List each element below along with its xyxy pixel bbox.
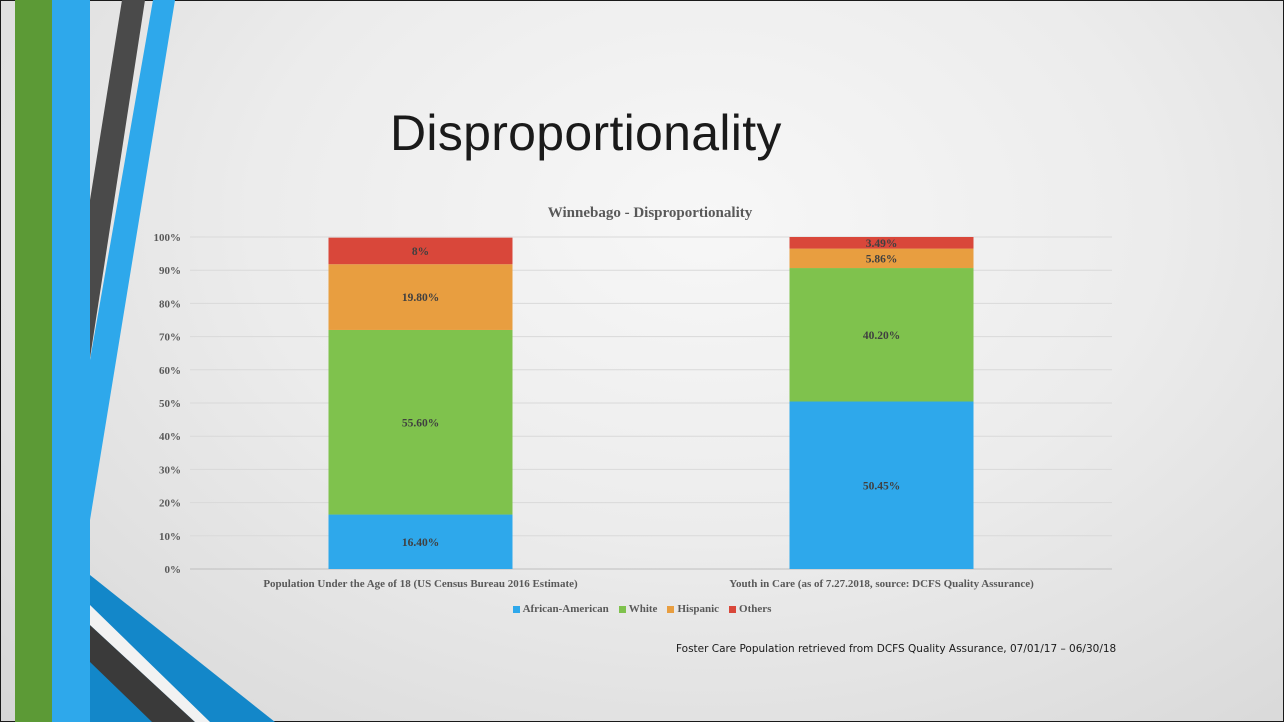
bar-segment-white [789, 268, 974, 402]
data-label: 5.86% [866, 253, 898, 265]
bar-segment-hispanic [328, 264, 513, 330]
x-category-label: Youth in Care (as of 7.27.2018, source: … [729, 578, 1034, 590]
chart-title: Winnebago - Disproportionality [548, 205, 753, 221]
legend-label: Others [739, 603, 772, 615]
legend-swatch [618, 605, 626, 613]
legend-label: Hispanic [677, 603, 720, 615]
y-tick-label: 0% [165, 564, 182, 576]
footnote: Foster Care Population retrieved from DC… [676, 643, 1117, 655]
bar-segment-white [328, 329, 513, 515]
legend-swatch [667, 605, 675, 613]
y-tick-label: 10% [159, 531, 181, 543]
data-label: 19.80% [402, 292, 439, 304]
y-tick-label: 30% [159, 464, 181, 476]
blue-stripe [52, 0, 90, 722]
legend-item: Hispanic [667, 603, 719, 615]
x-category-label: Population Under the Age of 18 (US Censu… [263, 578, 578, 590]
bar-segment-african-american [789, 401, 974, 569]
y-tick-label: 60% [159, 365, 181, 377]
data-label: 3.49% [866, 238, 898, 250]
data-label: 50.45% [863, 480, 900, 492]
y-tick-label: 40% [159, 431, 181, 443]
data-label: 40.20% [863, 330, 900, 342]
bar-segment-others [328, 237, 513, 265]
chart-legend: African-American White Hispanic Others [0, 603, 1284, 615]
y-tick-label: 100% [154, 232, 182, 244]
y-tick-label: 70% [159, 332, 181, 344]
bars: 16.40% 55.60% 19.80% 8% 50.45% 40.20% 5.86% 3.4… [328, 237, 974, 569]
legend-item: Others [729, 603, 771, 615]
legend-swatch [512, 605, 520, 613]
legend-item: White [618, 603, 658, 615]
gridlines [190, 236, 1112, 570]
data-label: 55.60% [402, 417, 439, 429]
y-tick-label: 80% [159, 298, 181, 310]
dark-slash-top [90, 0, 145, 358]
light-slash-top [90, 0, 175, 520]
white-wedge-bottom [90, 605, 210, 722]
slide-title: Disproportionality [390, 105, 782, 161]
legend-item: African-American [512, 603, 609, 615]
data-label: 16.40% [402, 537, 439, 549]
bar-segment-hispanic [789, 248, 974, 269]
data-label: 8% [412, 246, 429, 258]
legend-label: White [628, 603, 658, 615]
bar-segment-african-american [328, 514, 513, 569]
bar-segment-others [789, 237, 974, 249]
x-axis-categories: Population Under the Age of 18 (US Censu… [263, 578, 1034, 590]
y-tick-label: 90% [159, 265, 181, 277]
green-stripe [15, 0, 55, 722]
y-tick-label: 20% [159, 498, 181, 510]
legend-label: African-American [522, 603, 609, 615]
legend-swatch [729, 605, 737, 613]
y-tick-label: 50% [159, 398, 181, 410]
y-axis-ticks: 0% 10% 20% 30% 40% 50% 60% 70% 80% 90% 100% [154, 232, 182, 576]
